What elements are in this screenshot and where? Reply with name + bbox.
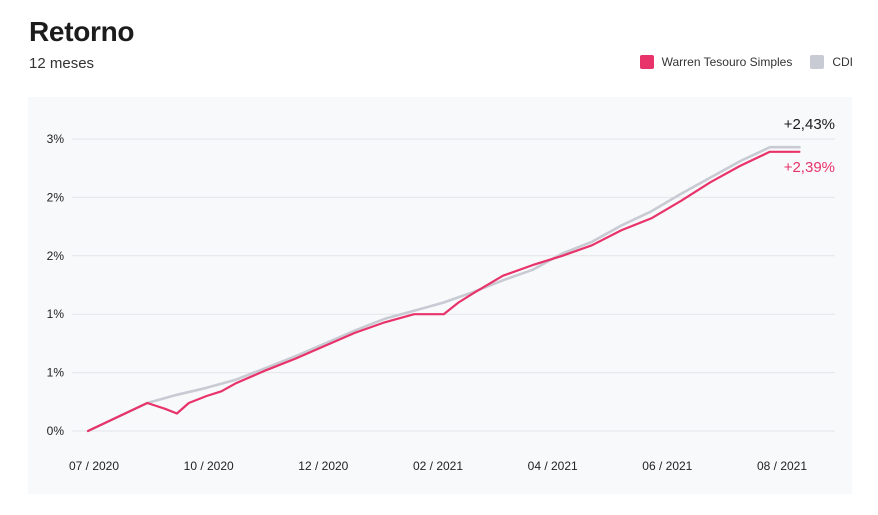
x-tick-label: 06 / 2021 (642, 459, 692, 473)
x-tick-label: 10 / 2020 (184, 459, 234, 473)
y-tick-label: 3% (47, 132, 65, 146)
chart-legend: Warren Tesouro Simples CDI (639, 55, 853, 69)
x-tick-label: 12 / 2020 (298, 459, 348, 473)
x-tick-label: 08 / 2021 (757, 459, 807, 473)
legend-swatch-cdi (810, 55, 825, 69)
y-tick-label: 2% (47, 249, 65, 263)
y-tick-label: 2% (47, 190, 65, 204)
legend-label-warren: Warren Tesouro Simples (661, 55, 793, 69)
end-label-warren: +2,39% (784, 159, 835, 176)
x-tick-label: 07 / 2020 (69, 459, 119, 473)
y-tick-label: 1% (47, 366, 65, 380)
return-line-chart: 0% 1% 1% 2% 2% 3% 07 / 2020 10 / 2020 12 / 2020 0… (47, 116, 835, 473)
legend-swatch-warren (639, 55, 654, 69)
x-tick-label: 02 / 2021 (413, 459, 463, 473)
x-tick-label: 04 / 2021 (528, 459, 578, 473)
period-subtitle: 12 meses (29, 55, 95, 72)
series-line-warren (86, 150, 801, 433)
legend-label-cdi: CDI (832, 55, 853, 69)
series-line-cdi (86, 145, 801, 433)
y-tick-label: 1% (47, 307, 65, 321)
y-tick-label: 0% (47, 424, 65, 438)
page-title: Retorno (29, 16, 135, 47)
end-label-cdi: +2,43% (784, 116, 835, 133)
chart-panel: 0% 1% 1% 2% 2% 3% 07 / 2020 10 / 2020 12 / 2020 0… (28, 97, 852, 494)
legend-item-cdi[interactable]: CDI (810, 55, 853, 69)
legend-item-warren[interactable]: Warren Tesouro Simples (639, 55, 793, 69)
